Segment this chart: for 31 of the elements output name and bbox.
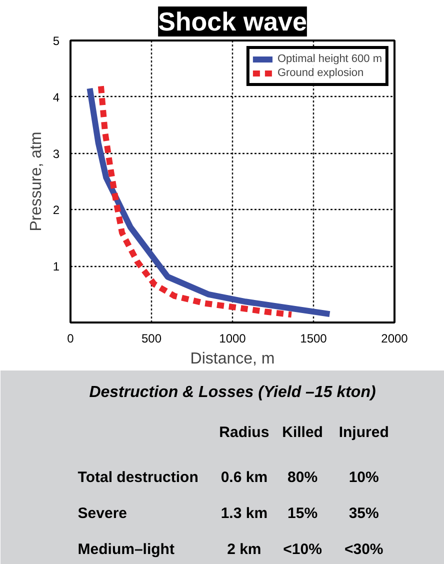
y-tick-label: 4 (52, 90, 60, 104)
y-tick-label: 5 (52, 34, 60, 48)
y-tick-label: 3 (52, 146, 60, 161)
text: <10% (283, 541, 322, 558)
text: Medium–light (78, 541, 174, 558)
text: 1.3 km (220, 505, 268, 522)
text: 80% (288, 469, 318, 486)
x-axis-title: Distance, m (190, 350, 275, 368)
text: 10% (348, 469, 379, 486)
text: Severe (78, 505, 128, 522)
x-tick-label: 1000 (219, 332, 246, 346)
y-axis-title: Pressure, atm (28, 132, 45, 232)
category-label: Killed (282, 424, 323, 441)
text: 15% (288, 505, 318, 522)
text: 35% (348, 505, 379, 522)
legend-label: Optimal height 600 m (277, 52, 382, 66)
text: Destruction & Losses (Yield –15 kton) (89, 384, 376, 401)
y-tick-label: 1 (52, 260, 60, 274)
x-tick-label: 500 (141, 332, 162, 346)
y-tick-label: 2 (52, 203, 60, 218)
text: 0.6 km (220, 469, 268, 486)
text: 2 km (227, 541, 262, 558)
chart-title: Shock wave (158, 6, 307, 36)
x-tick-label: 2000 (381, 332, 408, 346)
category-label: Radius (219, 424, 270, 441)
x-tick-label: 0 (67, 332, 74, 346)
category-label: Injured (338, 424, 389, 441)
x-tick-label: 1500 (300, 332, 328, 346)
text: Total destruction (78, 469, 198, 486)
legend-label: Ground explosion (277, 66, 364, 80)
text: <30% (344, 541, 384, 558)
